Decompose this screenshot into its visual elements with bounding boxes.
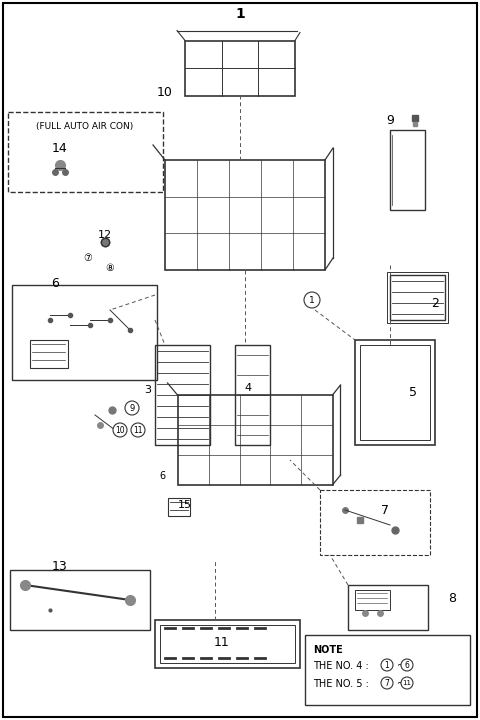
Text: 11: 11 — [403, 680, 411, 686]
Text: 15: 15 — [178, 500, 192, 510]
Text: 8: 8 — [448, 592, 456, 605]
Bar — [165, 160, 325, 270]
Text: 9: 9 — [386, 114, 394, 127]
Text: ⑧: ⑧ — [106, 263, 114, 273]
Bar — [168, 498, 190, 516]
Text: 9: 9 — [130, 403, 134, 413]
Bar — [30, 340, 68, 368]
Circle shape — [381, 659, 393, 671]
Text: 13: 13 — [52, 560, 68, 574]
Bar — [12, 285, 157, 380]
Text: NOTE: NOTE — [313, 645, 343, 655]
Circle shape — [401, 659, 413, 671]
Text: ⑦: ⑦ — [84, 253, 92, 263]
Text: ~: ~ — [397, 679, 405, 689]
Bar — [355, 340, 435, 445]
Bar — [235, 345, 270, 445]
Bar — [390, 130, 425, 210]
Circle shape — [381, 677, 393, 689]
Circle shape — [304, 292, 320, 308]
Bar — [160, 625, 295, 663]
Bar — [185, 40, 295, 96]
Bar — [8, 112, 163, 192]
Bar — [320, 490, 430, 555]
Text: 7: 7 — [381, 503, 389, 516]
Bar — [348, 585, 428, 630]
Text: 6: 6 — [51, 276, 59, 289]
Bar — [355, 590, 390, 610]
Text: 6: 6 — [159, 471, 165, 481]
Circle shape — [125, 401, 139, 415]
Text: THE NO. 4 :: THE NO. 4 : — [313, 661, 372, 671]
Text: 1: 1 — [235, 7, 245, 21]
Text: 4: 4 — [244, 383, 252, 393]
Text: ~: ~ — [397, 661, 405, 671]
Bar — [155, 345, 210, 445]
Bar — [387, 272, 448, 323]
Circle shape — [131, 423, 145, 437]
Bar — [155, 620, 300, 668]
Text: (FULL AUTO AIR CON): (FULL AUTO AIR CON) — [36, 122, 133, 130]
Text: 11: 11 — [214, 636, 230, 649]
Text: 7: 7 — [384, 678, 389, 688]
Text: 6: 6 — [405, 660, 409, 670]
Text: 12: 12 — [98, 230, 112, 240]
Text: 5: 5 — [409, 385, 417, 398]
Text: 1: 1 — [384, 660, 389, 670]
Circle shape — [401, 677, 413, 689]
Text: 3: 3 — [144, 385, 152, 395]
Bar — [360, 345, 430, 440]
Bar — [178, 395, 333, 485]
Bar — [390, 275, 445, 320]
Text: THE NO. 5 :: THE NO. 5 : — [313, 679, 372, 689]
Text: 10: 10 — [115, 426, 125, 434]
Text: 14: 14 — [52, 142, 68, 155]
Text: 2: 2 — [431, 297, 439, 310]
Bar — [305, 635, 470, 705]
Text: 11: 11 — [133, 426, 143, 434]
Bar — [10, 570, 150, 630]
Text: 1: 1 — [309, 295, 315, 305]
Text: 10: 10 — [157, 86, 173, 99]
Circle shape — [113, 423, 127, 437]
